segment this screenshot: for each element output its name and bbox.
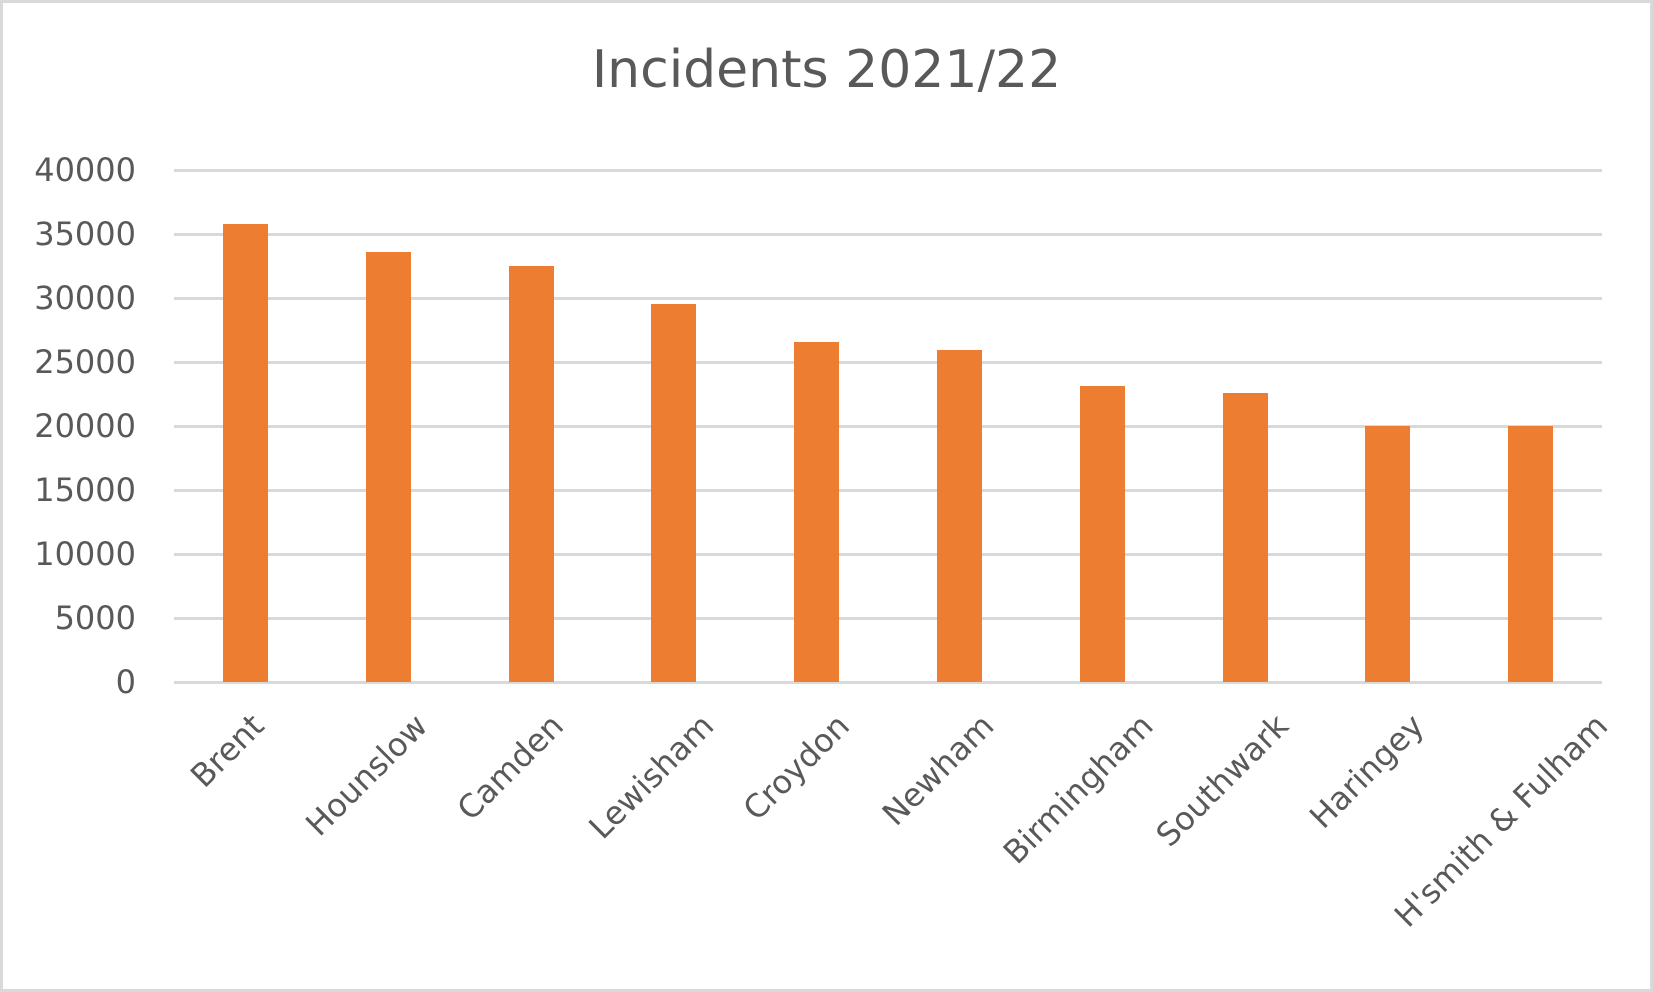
- y-tick-label: 15000: [34, 471, 136, 509]
- plot-area: [174, 169, 1602, 684]
- gridline: [174, 489, 1602, 492]
- gridline: [174, 233, 1602, 236]
- gridline: [174, 169, 1602, 172]
- gridline: [174, 361, 1602, 364]
- bar: [365, 251, 411, 682]
- bar: [794, 341, 840, 682]
- bar: [1365, 426, 1411, 682]
- gridline: [174, 553, 1602, 556]
- y-tick-label: 0: [115, 663, 136, 701]
- y-tick-label: 10000: [34, 535, 136, 573]
- gridline: [174, 617, 1602, 620]
- y-tick-label: 25000: [34, 343, 136, 381]
- bar: [1222, 392, 1268, 682]
- bar: [936, 350, 982, 682]
- bar: [222, 223, 268, 682]
- chart-title: Incidents 2021/22: [591, 40, 1062, 100]
- gridline: [174, 681, 1602, 684]
- gridline: [174, 297, 1602, 300]
- gridline: [174, 425, 1602, 428]
- bar: [651, 304, 697, 682]
- bar: [1508, 426, 1554, 682]
- y-tick-label: 40000: [34, 151, 136, 189]
- y-tick-label: 5000: [54, 599, 136, 637]
- bar: [1079, 386, 1125, 682]
- y-tick-label: 20000: [34, 407, 136, 445]
- y-tick-label: 35000: [34, 215, 136, 253]
- y-tick-label: 30000: [34, 279, 136, 317]
- bar: [508, 266, 554, 682]
